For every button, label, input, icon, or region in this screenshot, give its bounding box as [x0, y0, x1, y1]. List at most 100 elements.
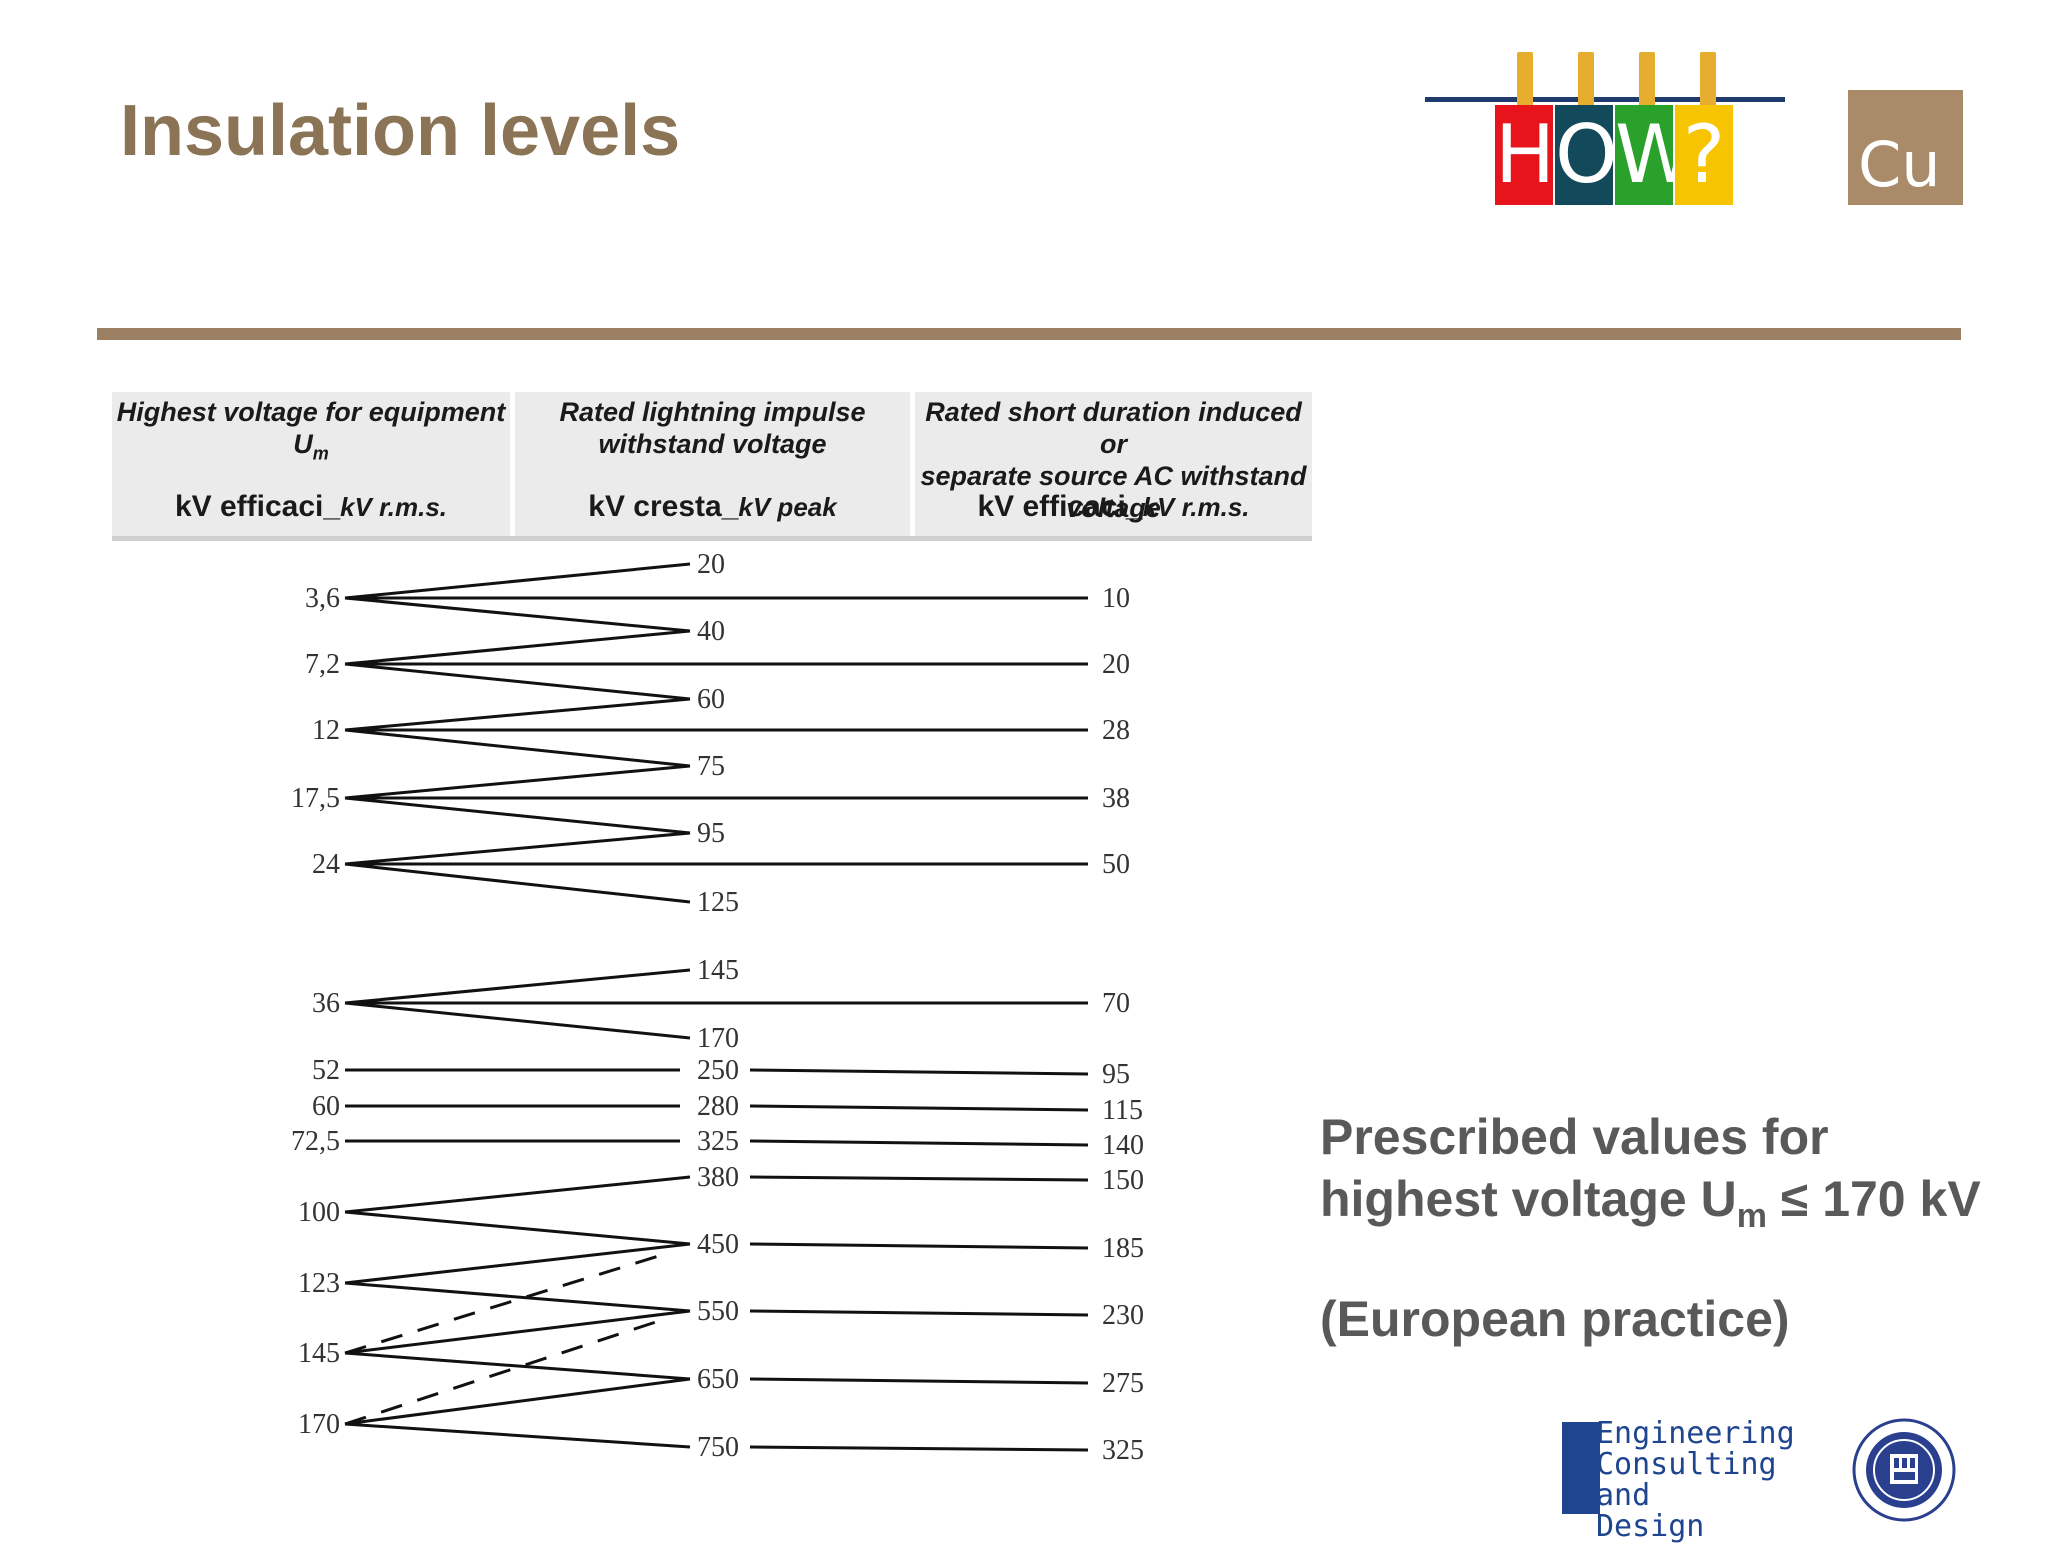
header-col-um-unit: kV efficaci_kV r.m.s.	[174, 490, 448, 523]
um-impulse-link	[344, 1281, 691, 1313]
logo-peg	[1578, 52, 1594, 117]
um-label: 3,6	[305, 583, 340, 614]
impulse-label: 380	[697, 1162, 739, 1193]
impulse-ac-line	[749, 1068, 1089, 1076]
impulse-label: 170	[697, 1023, 739, 1054]
impulse-label: 325	[697, 1126, 739, 1157]
ac-label: 70	[1102, 988, 1130, 1019]
um-impulse-link	[344, 662, 691, 701]
um-impulse-link	[344, 1175, 691, 1214]
header-col-ac-title-2: separate source AC withstand	[920, 461, 1307, 491]
um-impulse-link	[344, 1210, 691, 1246]
um-label: 52	[312, 1055, 340, 1086]
impulse-label: 250	[697, 1055, 739, 1086]
um-impulse-link	[344, 1001, 691, 1040]
dashed-link	[344, 1317, 666, 1426]
ecd-logo-bar	[1562, 1422, 1600, 1514]
um-impulse-link	[344, 968, 691, 1005]
header-col-impulse-unit: kV cresta_kV peak	[588, 490, 837, 523]
um-label: 170	[298, 1409, 340, 1440]
um-label: 24	[312, 849, 340, 880]
dashed-link	[344, 1252, 666, 1355]
um-impulse-link	[344, 1351, 691, 1381]
impulse-label: 125	[697, 887, 739, 918]
um-impulse-link	[344, 596, 691, 633]
ecd-logo-text: Engineering Consulting and Design	[1596, 1418, 1822, 1542]
cu-logo: Cu	[1848, 90, 1963, 205]
um-impulse-link	[344, 1422, 691, 1449]
ecd-logo: Engineering Consulting and Design	[1562, 1418, 1822, 1542]
side-note-line-2: highest voltage Um ≤ 170 kV	[1320, 1171, 1981, 1235]
ac-label: 150	[1102, 1165, 1144, 1196]
um-impulse-link	[344, 1377, 691, 1426]
impulse-label: 750	[697, 1432, 739, 1463]
impulse-ac-line	[749, 1445, 1089, 1452]
slide-title: Insulation levels	[120, 91, 681, 171]
um-label: 12	[312, 715, 340, 746]
impulse-ac-line	[749, 1377, 1089, 1385]
um-impulse-link	[344, 697, 691, 732]
ac-label: 50	[1102, 849, 1130, 880]
impulse-label: 450	[697, 1229, 739, 1260]
logo-letter-o: O	[1555, 105, 1618, 205]
header-divider	[97, 328, 1961, 340]
um-impulse-link	[344, 831, 691, 866]
header-col-impulse: Rated lightning impulse withstand voltag…	[515, 392, 910, 536]
insulation-coordination-diagram: 3,6 7,2 12 17,5 24 36 52 60 72,5 100 123 145 170 20 40…	[291, 549, 1144, 1466]
header-col-um-symbol: Um	[293, 429, 329, 464]
impulse-label: 60	[697, 684, 725, 715]
header-separator	[510, 392, 515, 536]
um-label: 17,5	[291, 783, 340, 814]
ac-label: 115	[1102, 1095, 1143, 1126]
impulse-ac-line	[749, 1175, 1089, 1182]
ac-label: 38	[1102, 783, 1130, 814]
ac-label: 230	[1102, 1300, 1144, 1331]
impulse-label: 650	[697, 1364, 739, 1395]
header-col-impulse-title-2: withstand voltage	[598, 429, 827, 459]
impulse-label: 20	[697, 549, 725, 580]
um-label: 72,5	[291, 1126, 340, 1157]
um-impulse-link	[344, 562, 691, 600]
cu-logo-text: Cu	[1858, 128, 1941, 201]
um-impulse-link	[344, 629, 691, 666]
header-col-impulse-title-1: Rated lightning impulse	[559, 397, 866, 427]
header-col-ac-unit: kV efficaci_kV r.m.s.	[977, 490, 1250, 523]
logo-peg	[1639, 52, 1655, 117]
ac-label: 185	[1102, 1233, 1144, 1264]
impulse-label: 75	[697, 751, 725, 782]
logo-letter-h: H	[1495, 105, 1555, 205]
header-separator	[910, 392, 915, 536]
um-label: 36	[312, 988, 340, 1019]
header-col-um-title: Highest voltage for equipment	[116, 397, 506, 427]
logo-letter-w: W	[1615, 105, 1694, 205]
ac-label: 20	[1102, 649, 1130, 680]
um-impulse-link	[344, 1309, 691, 1355]
um-impulse-link	[344, 1242, 691, 1285]
impulse-ac-line	[749, 1309, 1089, 1317]
impulse-label: 145	[697, 955, 739, 986]
um-label: 7,2	[305, 649, 340, 680]
ecd-logo-line-1: Engineering	[1596, 1416, 1795, 1451]
um-impulse-link	[344, 862, 691, 904]
header-col-ac-title-3: voltage	[1066, 493, 1161, 523]
side-note-line-1: Prescribed values for	[1320, 1109, 1829, 1165]
ac-label: 275	[1102, 1368, 1144, 1399]
ac-label: 28	[1102, 715, 1130, 746]
um-label: 100	[298, 1197, 340, 1228]
impulse-ac-line	[749, 1242, 1089, 1250]
ac-label: 325	[1102, 1435, 1144, 1466]
impulse-label: 550	[697, 1296, 739, 1327]
um-impulse-link	[344, 728, 691, 768]
um-impulse-link	[344, 796, 691, 835]
um-impulse-link	[344, 764, 691, 800]
um-label: 145	[298, 1338, 340, 1369]
ac-label: 95	[1102, 1059, 1130, 1090]
logo-letter-question: ?	[1675, 105, 1733, 205]
header-col-ac-title-1: Rated short duration induced or	[925, 397, 1302, 459]
how-logo: H O W ?	[1425, 50, 1790, 210]
impulse-ac-line	[749, 1104, 1089, 1112]
impulse-label: 95	[697, 818, 725, 849]
logo-peg	[1700, 52, 1716, 117]
side-note-line-3: (European practice)	[1320, 1291, 1790, 1347]
logo-line	[1425, 97, 1785, 102]
